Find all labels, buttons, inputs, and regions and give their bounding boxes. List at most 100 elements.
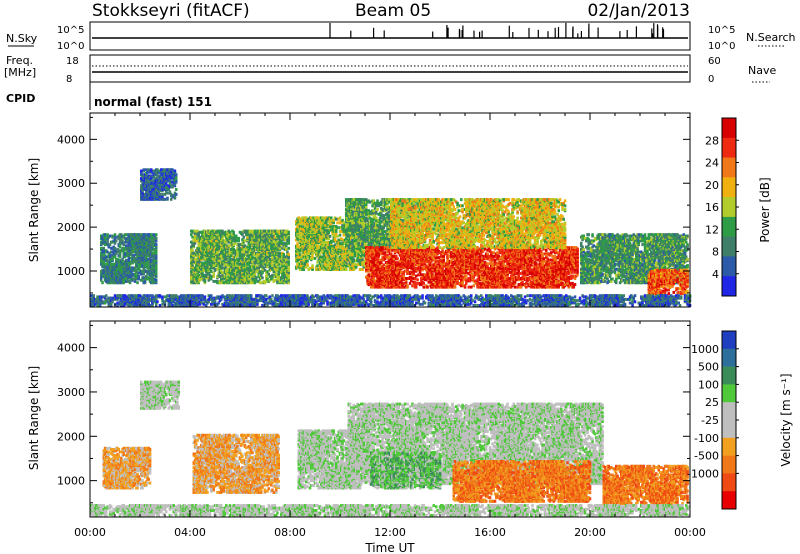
data-cell [161,193,164,196]
data-cell [338,239,341,242]
nave-bottom-tick: 0 [708,74,714,85]
beam-title: Beam 05 [355,1,431,21]
data-cell [316,264,319,267]
data-cell [244,239,247,242]
data-cell [259,270,262,273]
data-cell [355,245,358,248]
data-cell [221,266,224,269]
data-cell [210,270,213,273]
data-cell [260,281,263,284]
nsky-label: N.Sky [6,32,38,45]
data-cell [288,247,291,250]
data-region [140,168,178,201]
data-cell [105,255,108,258]
data-cell [106,259,109,262]
nsky-bottom-tick: 10^0 [57,41,84,52]
data-cell [273,279,276,282]
data-cell [155,243,158,246]
data-cell [329,235,332,238]
data-cell [245,230,248,233]
freq-bottom-tick: 8 [66,74,72,85]
data-cell [336,221,339,224]
data-cell [143,168,146,171]
data-cell [203,262,206,265]
data-cell [238,237,241,240]
power-heatmap [90,168,691,307]
data-cell [330,240,333,243]
data-region [100,233,158,284]
data-cell [229,231,232,234]
data-cell [150,174,153,177]
data-cell [175,193,178,196]
data-cell [361,258,364,261]
nsearch-bottom-tick: 10^0 [708,41,735,52]
data-cell [115,239,118,242]
data-cell [335,218,338,221]
data-cell [155,279,158,282]
cpid-label: CPID [6,92,35,105]
data-cell [271,274,274,277]
data-cell [109,235,112,238]
data-cell [271,264,274,267]
data-cell [193,252,196,255]
data-cell [238,243,241,246]
data-cell [194,230,197,233]
data-cell [243,236,246,239]
data-cell [355,239,358,242]
data-cell [155,233,158,236]
nsearch-label: N.Search [746,31,796,44]
data-cell [175,188,178,191]
freq-unit-label: [MHz] [4,66,36,79]
data-cell [296,242,299,245]
data-cell [213,280,216,283]
freq-panel [90,55,690,82]
data-cell [164,198,167,201]
data-cell [103,247,106,250]
data-cell [175,173,178,176]
data-cell [166,192,169,195]
data-cell [136,281,139,284]
data-cell [340,237,343,240]
nsearch-top-tick: 10^5 [708,25,735,36]
data-cell [254,230,257,233]
data-cell [235,235,238,238]
data-cell [104,233,107,236]
nsky-panel [90,22,690,50]
data-cell [348,239,351,242]
data-cell [345,244,348,247]
data-cell [233,248,236,251]
data-cell [288,231,291,234]
data-cell [314,257,317,260]
data-cell [138,275,141,278]
data-cell [114,233,117,236]
data-cell [306,263,309,266]
data-cell [233,231,236,234]
data-cell [249,230,252,233]
cpid-text: normal (fast) 151 [94,95,212,109]
data-cell [111,235,114,238]
data-cell [261,276,264,279]
data-cell [288,260,291,263]
data-cell [125,233,128,236]
date-title: 02/Jan/2013 [587,1,690,21]
data-cell [121,239,124,242]
data-cell [155,237,158,240]
data-cell [339,216,342,219]
data-region [190,230,290,285]
data-cell [101,281,104,284]
data-cell [284,255,287,258]
data-cell [336,226,339,229]
data-cell [140,170,143,173]
station-title: Stokkseyri (fitACF) [92,1,250,21]
data-cell [306,259,309,262]
data-cell [288,253,291,256]
data-cell [353,234,356,237]
nsky-trace [92,23,688,38]
data-cell [166,197,169,200]
freq-top-tick: 18 [66,56,79,67]
nave-top-tick: 60 [708,56,721,67]
data-cell [255,276,258,279]
nave-label: Nave [748,64,776,77]
data-cell [339,234,342,237]
